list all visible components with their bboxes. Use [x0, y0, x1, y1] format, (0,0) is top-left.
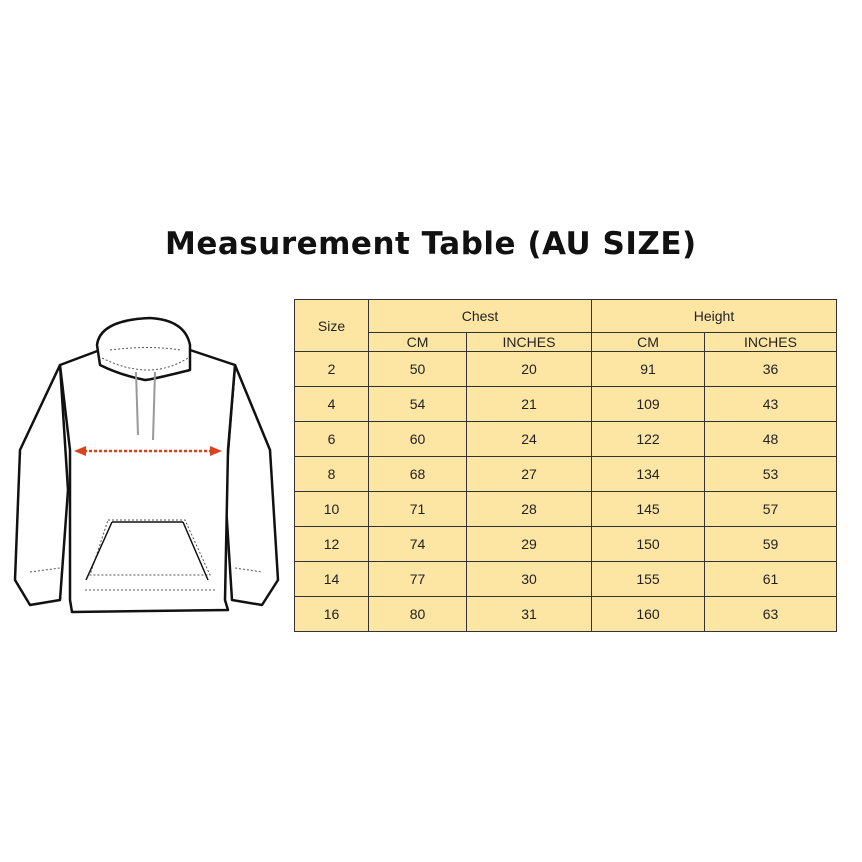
height-cm-header: CM — [591, 332, 705, 352]
size-cell: 8 — [294, 456, 369, 492]
chest-inches-cell: 21 — [466, 386, 592, 422]
height-cm-cell: 155 — [591, 561, 705, 597]
height-inches-cell: 57 — [704, 491, 837, 527]
height-cm-cell: 109 — [591, 386, 705, 422]
chest-header: Chest — [368, 299, 592, 333]
chest-inches-cell: 20 — [466, 351, 592, 387]
size-cell: 4 — [294, 386, 369, 422]
chest-inches-cell: 28 — [466, 491, 592, 527]
chest-inches-cell: 27 — [466, 456, 592, 492]
height-inches-cell: 36 — [704, 351, 837, 387]
height-cm-cell: 160 — [591, 596, 705, 632]
table-row: 4 54 21 109 43 — [294, 386, 837, 422]
chest-inches-cell: 30 — [466, 561, 592, 597]
height-inches-cell: 43 — [704, 386, 837, 422]
chest-inches-cell: 29 — [466, 526, 592, 562]
height-header: Height — [591, 299, 837, 333]
height-inches-header: INCHES — [704, 332, 837, 352]
table-row: 16 80 31 160 63 — [294, 596, 837, 632]
size-header: Size — [294, 299, 369, 352]
size-cell: 2 — [294, 351, 369, 387]
table-row: 12 74 29 150 59 — [294, 526, 837, 562]
height-cm-cell: 122 — [591, 421, 705, 457]
chest-inches-header: INCHES — [466, 332, 592, 352]
size-cell: 14 — [294, 561, 369, 597]
chest-cm-cell: 68 — [368, 456, 467, 492]
chest-cm-cell: 50 — [368, 351, 467, 387]
chest-measurement-arrow — [74, 446, 222, 456]
chest-cm-cell: 80 — [368, 596, 467, 632]
size-cell: 12 — [294, 526, 369, 562]
height-inches-cell: 53 — [704, 456, 837, 492]
size-cell: 10 — [294, 491, 369, 527]
height-cm-cell: 150 — [591, 526, 705, 562]
chest-cm-cell: 60 — [368, 421, 467, 457]
height-inches-cell: 61 — [704, 561, 837, 597]
size-cell: 16 — [294, 596, 369, 632]
table-row: 8 68 27 134 53 — [294, 456, 837, 492]
page-title: Measurement Table (AU SIZE) — [165, 226, 697, 262]
chest-inches-cell: 24 — [466, 421, 592, 457]
chest-cm-header: CM — [368, 332, 467, 352]
height-inches-cell: 63 — [704, 596, 837, 632]
height-cm-cell: 91 — [591, 351, 705, 387]
chest-cm-cell: 54 — [368, 386, 467, 422]
table-row: 10 71 28 145 57 — [294, 491, 837, 527]
chest-inches-cell: 31 — [466, 596, 592, 632]
table-row: 2 50 20 91 36 — [294, 351, 837, 387]
chest-cm-cell: 71 — [368, 491, 467, 527]
size-cell: 6 — [294, 421, 369, 457]
table-row: 6 60 24 122 48 — [294, 421, 837, 457]
table-row: 14 77 30 155 61 — [294, 561, 837, 597]
height-cm-cell: 145 — [591, 491, 705, 527]
chest-cm-cell: 74 — [368, 526, 467, 562]
hoodie-illustration — [13, 316, 280, 614]
height-inches-cell: 48 — [704, 421, 837, 457]
chest-cm-cell: 77 — [368, 561, 467, 597]
height-cm-cell: 134 — [591, 456, 705, 492]
height-inches-cell: 59 — [704, 526, 837, 562]
